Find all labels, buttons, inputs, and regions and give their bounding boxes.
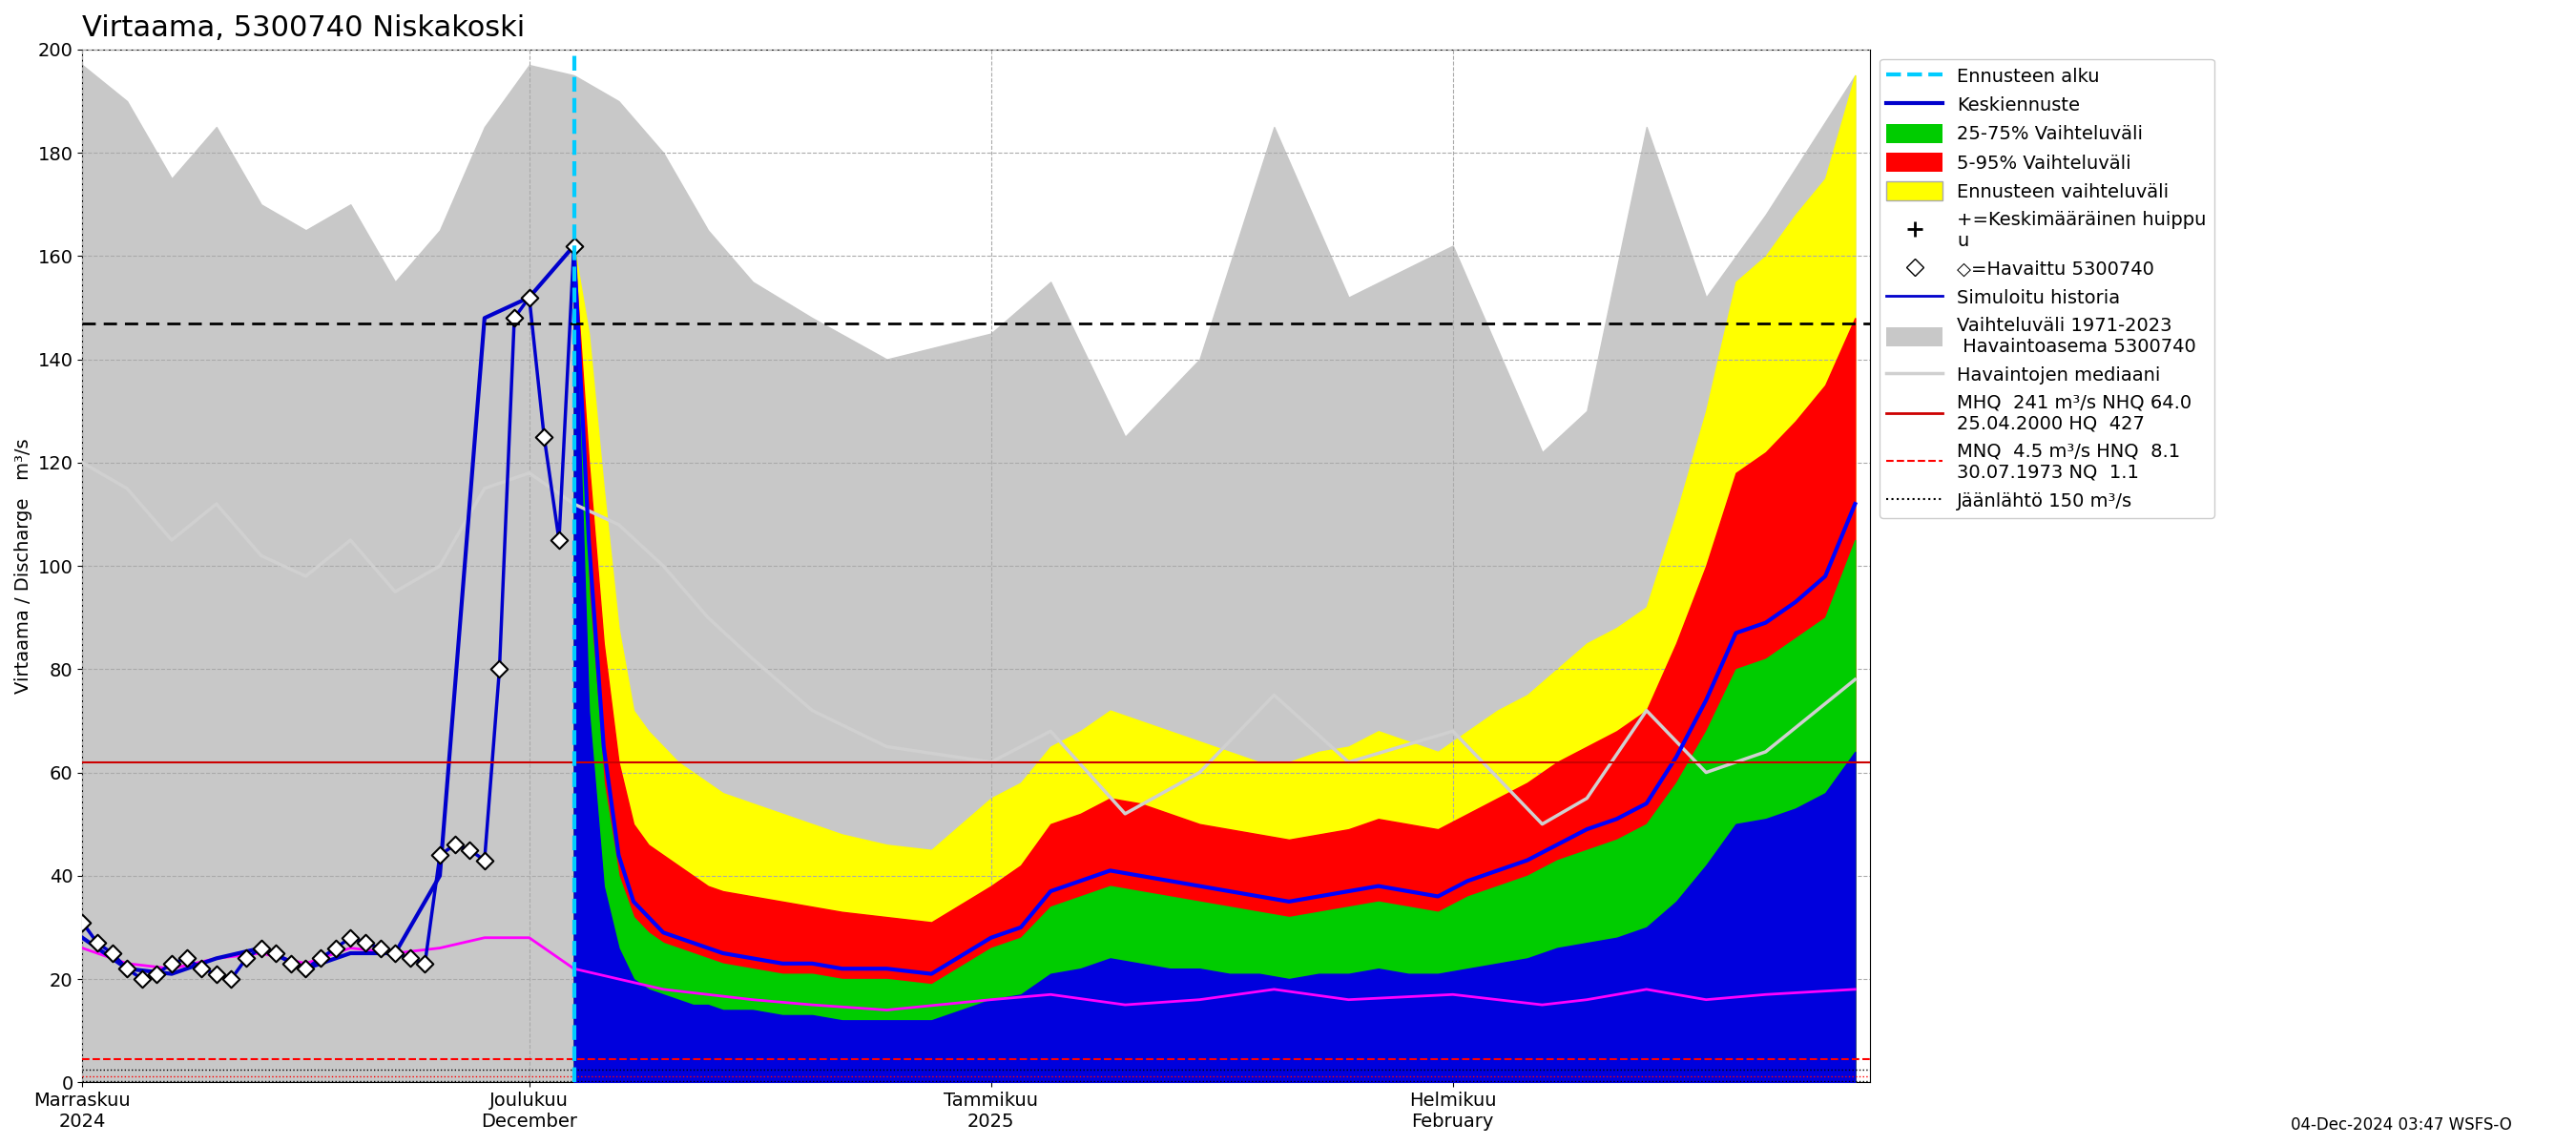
Point bbox=[152, 955, 193, 973]
Point bbox=[479, 660, 520, 678]
Text: Virtaama, 5300740 Niskakoski: Virtaama, 5300740 Niskakoski bbox=[82, 14, 526, 42]
Point bbox=[345, 933, 386, 951]
Point bbox=[227, 949, 268, 968]
Y-axis label: Virtaama / Discharge   m³/s: Virtaama / Discharge m³/s bbox=[15, 439, 33, 694]
Point bbox=[538, 531, 580, 550]
Point bbox=[299, 949, 340, 968]
Legend: Ennusteen alku, Keskiennuste, 25-75% Vaihteluväli, 5-95% Vaihteluväli, Ennusteen: Ennusteen alku, Keskiennuste, 25-75% Vai… bbox=[1880, 58, 2213, 518]
Point bbox=[361, 939, 402, 957]
Point bbox=[404, 955, 446, 973]
Point bbox=[435, 836, 477, 854]
Point bbox=[211, 970, 252, 988]
Point bbox=[255, 943, 296, 962]
Point bbox=[507, 289, 549, 307]
Point bbox=[270, 955, 312, 973]
Point bbox=[420, 846, 461, 864]
Point bbox=[180, 960, 222, 978]
Point bbox=[62, 913, 103, 931]
Point bbox=[93, 943, 134, 962]
Point bbox=[389, 949, 430, 968]
Text: 04-Dec-2024 03:47 WSFS-O: 04-Dec-2024 03:47 WSFS-O bbox=[2290, 1116, 2512, 1134]
Point bbox=[448, 840, 489, 859]
Point bbox=[286, 960, 327, 978]
Point bbox=[523, 427, 564, 445]
Point bbox=[314, 939, 355, 957]
Point bbox=[165, 949, 206, 968]
Point bbox=[374, 943, 415, 962]
Point bbox=[240, 939, 281, 957]
Point bbox=[495, 309, 536, 327]
Point bbox=[121, 970, 162, 988]
Point bbox=[106, 960, 147, 978]
Point bbox=[464, 851, 505, 869]
Point bbox=[137, 965, 178, 984]
Point bbox=[330, 929, 371, 947]
Point bbox=[554, 237, 595, 255]
Point bbox=[196, 965, 237, 984]
Point bbox=[77, 933, 118, 951]
